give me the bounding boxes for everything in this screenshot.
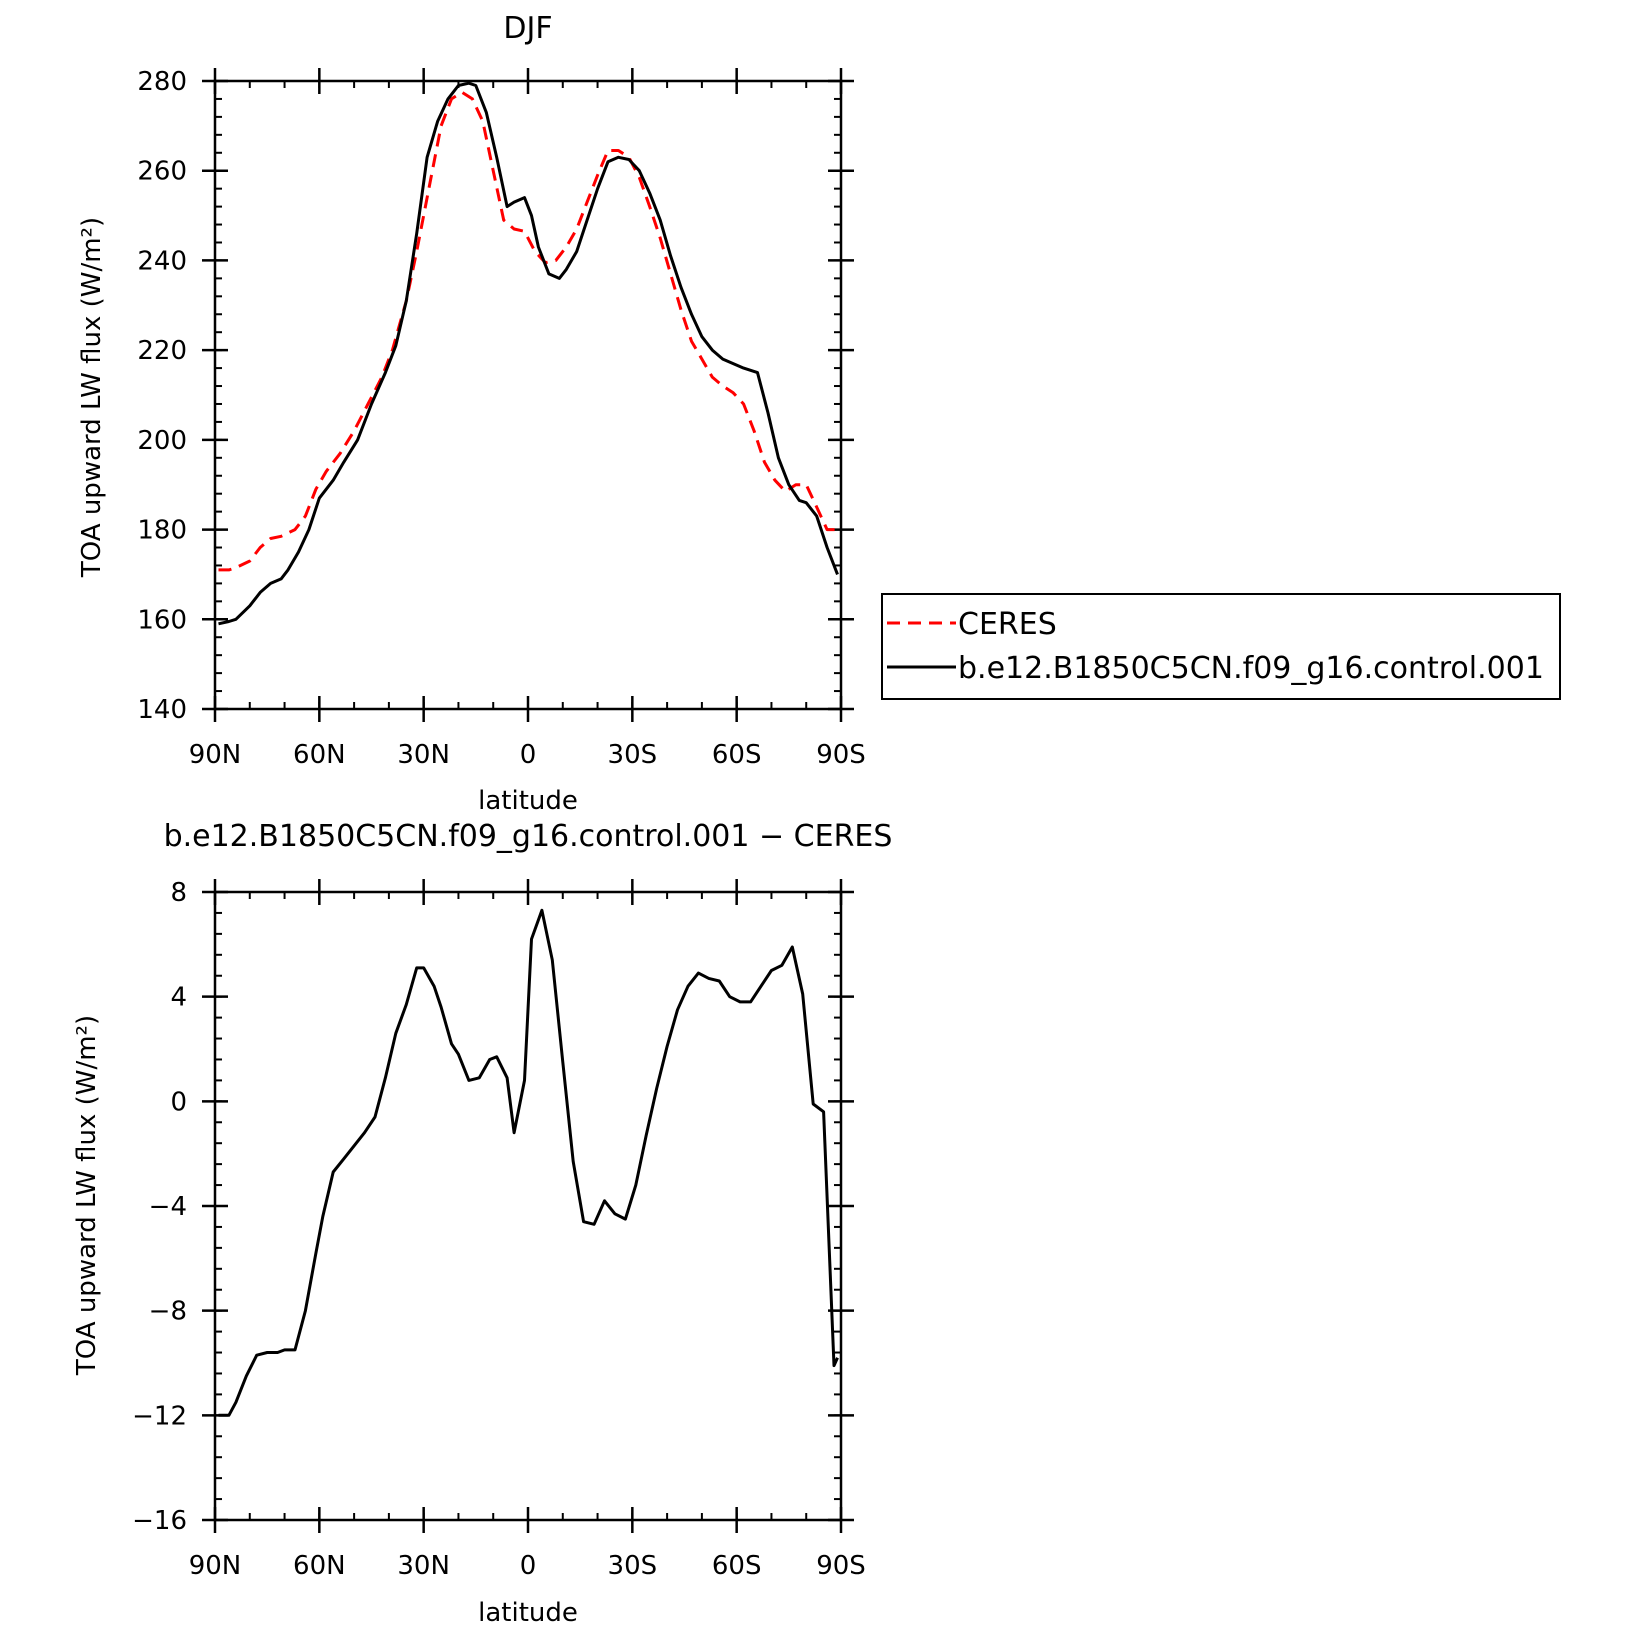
top-y-tick-label: 280 xyxy=(137,67,187,97)
bottom-x-tick-label: 90N xyxy=(189,1551,242,1581)
top-x-tick-label: 90N xyxy=(189,740,242,770)
top-y-axis-title: TOA upward LW flux (W/m²) xyxy=(77,217,107,578)
bottom-chart-title: b.e12.B1850C5CN.f09_g16.control.001 − CE… xyxy=(164,819,893,854)
bottom-plot-area: 90N 60N 30N 0 30S 60S 90S −16 −12 −8 −4 0 4 8 xyxy=(132,878,866,1581)
top-plot-area: 90N 60N 30N 0 30S 60S 90S 140 160 180 200 220 240 260… xyxy=(137,67,865,770)
bottom-x-tick-label: 60N xyxy=(293,1551,346,1581)
bottom-y-tick-label: −8 xyxy=(149,1297,187,1327)
top-plot-frame xyxy=(213,79,843,711)
bottom-series-line-difference xyxy=(218,908,839,1417)
top-x-tick-label: 60N xyxy=(293,740,346,770)
top-x-tick-label: 30N xyxy=(397,740,450,770)
bottom-x-tick-label: 30N xyxy=(397,1551,450,1581)
top-y-tick-label: 240 xyxy=(137,246,187,276)
top-x-tick-label: 90S xyxy=(816,740,866,770)
top-x-tick-label: 30S xyxy=(608,740,658,770)
top-y-tick-label: 160 xyxy=(137,605,187,635)
top-x-tick-label: 60S xyxy=(712,740,762,770)
bottom-x-tick-label: 60S xyxy=(712,1551,762,1581)
top-y-tick-label: 180 xyxy=(137,516,187,546)
top-series-line-b-e12-b1850c5cn-f09-g16-control-001 xyxy=(218,81,839,626)
bottom-y-tick-label: −4 xyxy=(149,1192,187,1222)
legend: CERES b.e12.B1850C5CN.f09_g16.control.00… xyxy=(881,593,1561,700)
bottom-y-tick-label: 8 xyxy=(170,878,187,908)
top-x-tick-label: 0 xyxy=(520,740,537,770)
top-y-tick-label: 220 xyxy=(137,336,187,366)
legend-ceres-label: CERES xyxy=(958,607,1057,642)
top-series-line-ceres xyxy=(218,90,838,572)
bottom-y-tick-label: 0 xyxy=(170,1087,187,1117)
top-x-axis-title: latitude xyxy=(478,786,578,816)
bottom-x-axis-title: latitude xyxy=(478,1598,578,1625)
bottom-y-tick-label: −12 xyxy=(132,1401,187,1431)
top-y-tick-label: 200 xyxy=(137,426,187,456)
bottom-x-tick-label: 90S xyxy=(816,1551,866,1581)
bottom-y-axis-title: TOA upward LW flux (W/m²) xyxy=(72,1015,102,1376)
top-chart-title: DJF xyxy=(503,11,552,46)
top-y-tick-label: 260 xyxy=(137,157,187,187)
legend-model-label: b.e12.B1850C5CN.f09_g16.control.001 xyxy=(958,651,1544,686)
bottom-panel: b.e12.B1850C5CN.f09_g16.control.001 − CE… xyxy=(72,819,892,1625)
bottom-x-tick-label: 0 xyxy=(520,1551,537,1581)
legend-box xyxy=(881,593,1561,700)
bottom-y-tick-label: −16 xyxy=(132,1506,187,1536)
top-y-tick-label: 140 xyxy=(137,695,187,725)
bottom-y-tick-label: 4 xyxy=(170,983,187,1013)
bottom-x-tick-label: 30S xyxy=(608,1551,658,1581)
top-panel: DJF 90N 60N 30N 0 30S 60S 90S 140 160 180 200 220 24… xyxy=(77,11,866,816)
